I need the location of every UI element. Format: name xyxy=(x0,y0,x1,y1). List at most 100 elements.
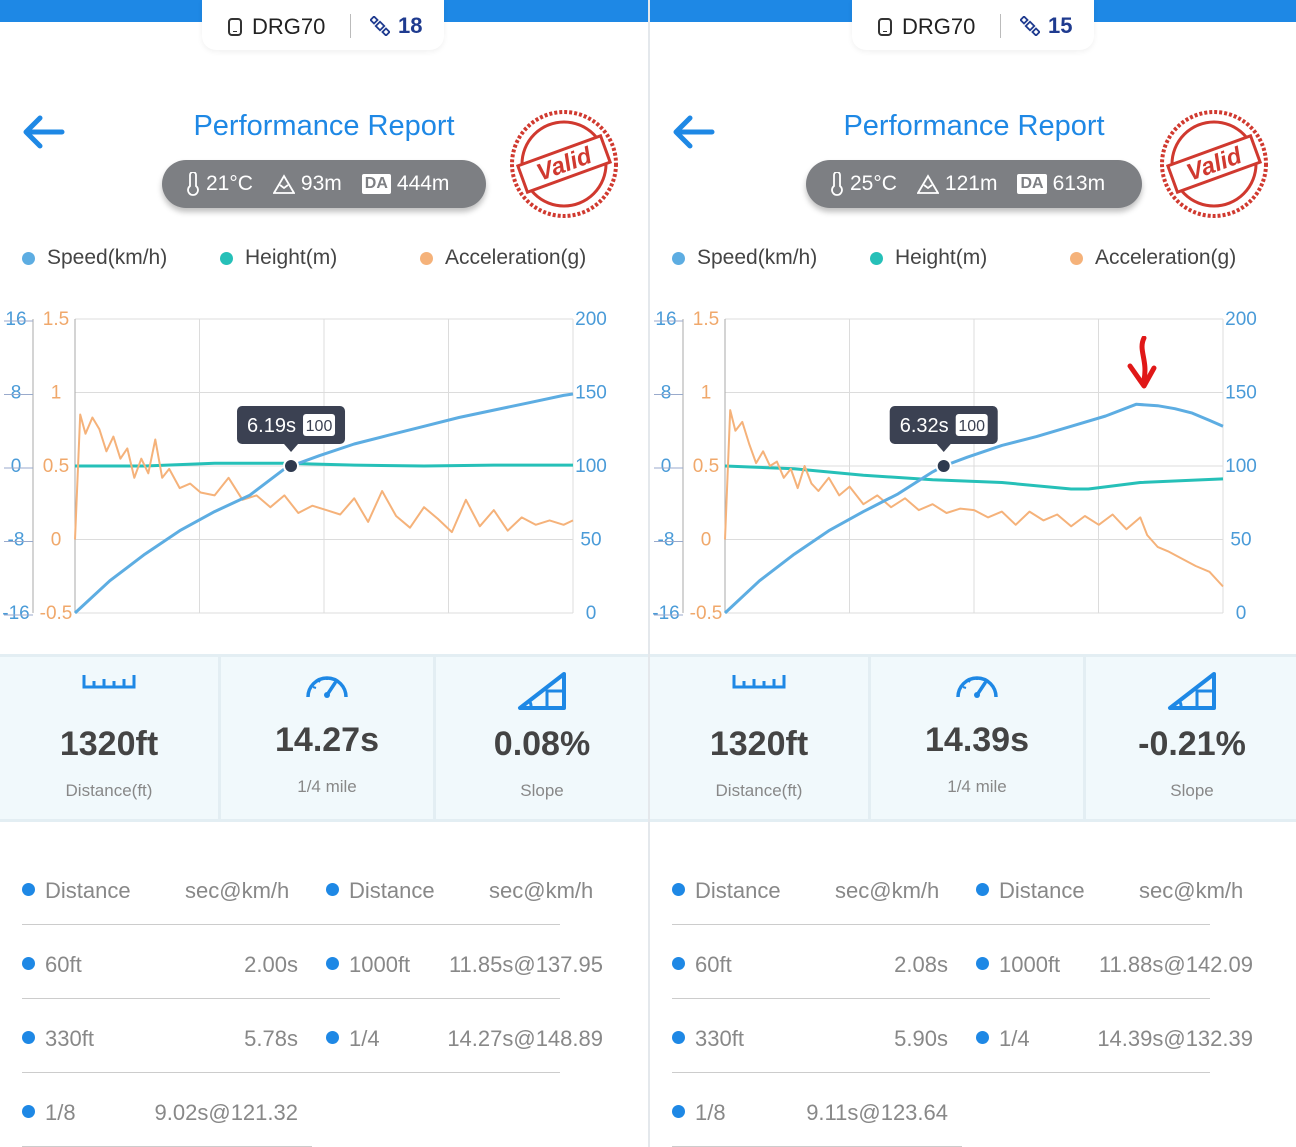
row-divider xyxy=(22,1072,560,1073)
density-altitude-item: DA 444m xyxy=(361,172,450,196)
speed-tick-label: 50 xyxy=(1230,530,1251,551)
split-eighth-value: 9.11s@123.64 xyxy=(806,1100,948,1125)
split-eighth: 1/8 xyxy=(672,1100,726,1126)
speed-tick-label: 150 xyxy=(575,383,607,404)
bullet-dot xyxy=(22,1105,35,1118)
conditions-pill: 21°C 93m DA 444m xyxy=(162,160,486,208)
split-quarter: 1/4 xyxy=(326,1026,380,1052)
valid-stamp-icon: Valid xyxy=(1160,110,1268,218)
accel-tick-label: 0.5 xyxy=(43,456,69,477)
bullet-dot xyxy=(326,1031,339,1044)
split-330ft: 330ft xyxy=(672,1026,744,1052)
tooltip-speed: 100 xyxy=(306,418,333,435)
legend-speed[interactable]: Speed(km/h) xyxy=(672,246,817,270)
performance-chart[interactable]: 16 1.5 200 8 1 150 0 0.5 100 -8 0 50 -16 -0.5 0 6.32s 10… xyxy=(650,290,1296,630)
altitude-value: 121m xyxy=(944,172,998,195)
stat-time: 14.39s 1/4 mile xyxy=(871,657,1083,819)
header-distance-label: Distance xyxy=(695,878,781,903)
height-series-line xyxy=(724,464,1224,491)
height-tick-label: 0 xyxy=(661,456,672,477)
accel-tick-label: 1 xyxy=(51,383,62,404)
split-label: 1/4 xyxy=(999,1026,1030,1051)
split-label: 1/8 xyxy=(45,1100,76,1125)
speed-tick-label: 100 xyxy=(1225,456,1257,477)
mountain-icon xyxy=(916,174,939,194)
header-distance-label: Distance xyxy=(349,878,435,903)
stat-time-label: 1/4 mile xyxy=(947,777,1007,796)
header-distance-label: Distance xyxy=(45,878,131,903)
header-distance-right: Distance xyxy=(326,878,435,904)
legend-acceleration[interactable]: Acceleration(g) xyxy=(1070,246,1236,270)
speed-tick-label: 150 xyxy=(1225,383,1257,404)
split-60ft-value: 2.00s xyxy=(244,952,298,977)
speedometer-icon xyxy=(956,676,998,698)
split-quarter: 1/4 xyxy=(976,1026,1030,1052)
stat-slope-label: Slope xyxy=(520,781,564,800)
height-tick-label: 16 xyxy=(655,309,676,330)
device-name-group: DRG70 xyxy=(878,14,975,40)
accel-tick-label: 1 xyxy=(701,383,712,404)
split-330ft-value: 5.90s xyxy=(894,1026,948,1051)
height-tick-label: -16 xyxy=(652,603,679,624)
split-1000ft: 1000ft xyxy=(976,952,1060,978)
performance-chart[interactable]: 16 1.5 200 8 1 150 0 0.5 100 -8 0 50 -16 -0.5 0 6.19s 10… xyxy=(0,290,648,630)
height-tick-label: 16 xyxy=(5,309,26,330)
header-distance-left: Distance xyxy=(22,878,131,904)
back-arrow-icon[interactable] xyxy=(18,112,68,152)
tooltip-pointer xyxy=(284,444,299,452)
device-icon xyxy=(878,18,892,36)
device-card[interactable]: DRG70 15 xyxy=(852,0,1094,50)
legend-height[interactable]: Height(m) xyxy=(220,246,337,270)
card-separator xyxy=(350,14,351,38)
density-altitude-value: 613m xyxy=(1052,172,1106,195)
tooltip-pointer xyxy=(936,444,951,452)
legend-height[interactable]: Height(m) xyxy=(870,246,987,270)
accel-tick-label: 0.5 xyxy=(693,456,719,477)
back-arrow-icon[interactable] xyxy=(668,112,718,152)
panel-divider xyxy=(648,0,650,1147)
stat-time-value: 14.27s xyxy=(275,721,379,759)
split-330ft-value: 5.78s xyxy=(244,1026,298,1051)
device-card[interactable]: DRG70 18 xyxy=(202,0,444,50)
da-badge: DA xyxy=(1017,174,1047,194)
device-name-group: DRG70 xyxy=(228,14,325,40)
stat-slope: 0.08% Slope xyxy=(436,657,648,819)
satellite-group: 15 xyxy=(1020,13,1072,39)
speed-series-line xyxy=(723,402,1224,615)
da-badge: DA xyxy=(361,174,391,194)
split-eighth-value: 9.02s@121.32 xyxy=(154,1100,298,1125)
legend-acceleration[interactable]: Acceleration(g) xyxy=(420,246,586,270)
ruler-icon xyxy=(82,675,136,689)
conditions-pill: 25°C 121m DA 613m xyxy=(806,160,1142,208)
chart-marker xyxy=(935,458,952,474)
stat-time: 14.27s 1/4 mile xyxy=(221,657,433,819)
height-tick-label: -16 xyxy=(2,603,29,624)
legend-accel-dot xyxy=(420,251,433,265)
device-name: DRG70 xyxy=(902,14,976,39)
stat-distance: 1320ft Distance(ft) xyxy=(650,657,868,819)
device-icon xyxy=(228,18,242,36)
satellite-icon xyxy=(1020,16,1040,36)
slope-icon xyxy=(1168,672,1216,710)
device-name: DRG70 xyxy=(252,14,326,39)
legend-accel-label: Acceleration(g) xyxy=(1095,246,1237,269)
header-distance-right: Distance xyxy=(976,878,1085,904)
split-60ft-value: 2.08s xyxy=(894,952,948,977)
report-panel-2: DRG70 15 Performance Report 25°C 121m DA… xyxy=(650,0,1296,1147)
bullet-dot xyxy=(22,957,35,970)
temperature-item: 25°C xyxy=(830,172,897,196)
satellite-count: 18 xyxy=(398,13,423,38)
density-altitude-item: DA 613m xyxy=(1017,172,1105,196)
legend-accel-label: Acceleration(g) xyxy=(445,246,587,269)
speed-tick-label: 200 xyxy=(1225,309,1257,330)
thermometer-icon xyxy=(187,172,199,196)
legend-speed[interactable]: Speed(km/h) xyxy=(22,246,167,270)
header-distance-left: Distance xyxy=(672,878,781,904)
stat-separator xyxy=(868,657,871,819)
bullet-dot xyxy=(672,1105,685,1118)
density-altitude-value: 444m xyxy=(396,172,450,195)
row-divider xyxy=(22,998,560,999)
split-60ft: 60ft xyxy=(22,952,82,978)
height-series-line xyxy=(75,461,573,468)
split-label: 1000ft xyxy=(349,952,411,977)
